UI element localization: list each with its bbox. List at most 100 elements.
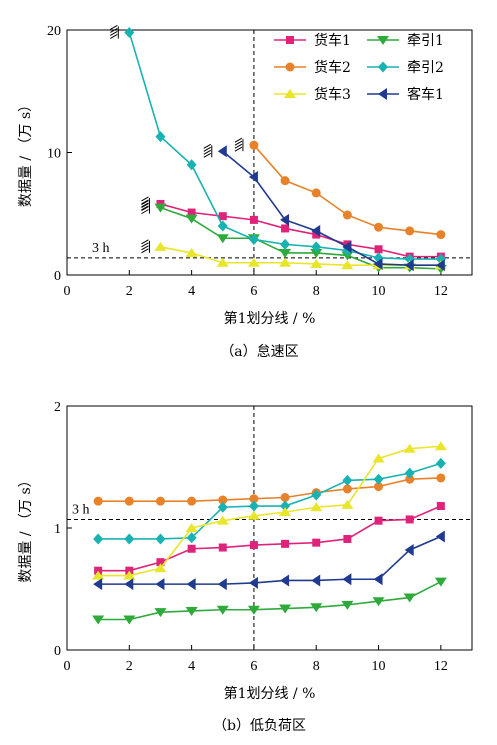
data-point — [280, 176, 290, 186]
data-point — [216, 257, 229, 267]
legend-label: 货车3 — [314, 86, 351, 103]
data-point — [92, 615, 105, 625]
series-货车2 — [93, 473, 446, 506]
data-point — [248, 576, 258, 589]
hatch-stroke — [141, 248, 149, 254]
plot-frame — [66, 405, 473, 651]
y-tick-label: 2 — [54, 400, 61, 415]
x-tick-label: 0 — [64, 659, 71, 674]
data-point — [310, 248, 323, 258]
data-point — [311, 241, 322, 253]
legend-marker — [285, 62, 295, 72]
data-point — [312, 230, 321, 239]
data-point — [93, 578, 103, 591]
truncation-mark — [141, 239, 150, 254]
data-point — [280, 493, 290, 502]
data-point — [92, 570, 105, 580]
data-point — [374, 516, 383, 525]
hatch-stroke — [141, 196, 149, 202]
data-point — [154, 241, 167, 251]
data-point — [279, 248, 292, 258]
data-point — [154, 608, 167, 618]
series-客车1 — [93, 530, 445, 591]
hatch-stroke — [141, 203, 149, 209]
hatch-stroke — [141, 199, 149, 205]
x-tick-label: 0 — [64, 284, 71, 299]
data-point — [405, 515, 414, 524]
data-point — [217, 145, 227, 158]
data-point — [216, 234, 229, 244]
data-point — [280, 500, 291, 512]
data-point — [124, 578, 134, 591]
data-point — [155, 496, 165, 506]
legend-label: 牵引2 — [407, 60, 444, 76]
data-point — [342, 210, 352, 220]
data-point — [124, 533, 135, 545]
data-point — [216, 605, 229, 615]
data-point — [372, 597, 385, 607]
truncation-mark — [141, 200, 150, 215]
data-point — [218, 543, 227, 552]
hatch-stroke — [110, 25, 118, 30]
legend-marker — [286, 36, 294, 44]
chart-a-idle-zone: 0 2 4 6 8 10 12 0 10 20 3 h 第1划分线 / % 数据量 / （万 s） （a）… — [18, 24, 473, 360]
hatch-stroke — [141, 242, 149, 248]
data-point — [155, 131, 166, 143]
data-point — [343, 534, 352, 543]
data-point — [434, 441, 447, 451]
data-point — [342, 573, 352, 586]
data-point — [374, 482, 384, 492]
data-point — [404, 259, 414, 272]
series-line — [160, 206, 441, 270]
chart-caption: （a）怠速区 — [220, 344, 298, 360]
hatch-stroke — [234, 140, 243, 146]
data-point — [374, 245, 383, 254]
hatch-stroke — [141, 202, 149, 208]
data-point — [93, 533, 104, 545]
legend-label: 货车2 — [314, 59, 351, 76]
reference-hline-label: 3 h — [72, 502, 90, 517]
y-tick-label: 10 — [47, 147, 61, 162]
data-point — [279, 257, 292, 267]
series-客车1 — [217, 145, 445, 272]
series-line — [160, 246, 441, 267]
data-point — [279, 507, 292, 517]
data-point — [154, 203, 167, 213]
x-axis-title: 第1划分线 / % — [224, 685, 316, 702]
data-point — [342, 474, 353, 486]
x-tick-label: 10 — [372, 659, 386, 674]
data-point — [216, 515, 229, 525]
data-point — [373, 573, 383, 586]
series-牵引2 — [93, 457, 446, 545]
data-point — [279, 604, 292, 614]
data-point — [249, 140, 259, 150]
y-tick-label: 0 — [54, 644, 61, 659]
legend-marker — [378, 61, 388, 73]
legend-label: 客车1 — [407, 86, 444, 103]
series-货车2 — [249, 140, 446, 240]
data-point — [123, 615, 136, 625]
data-point — [405, 226, 415, 236]
data-point — [436, 230, 446, 240]
data-point — [249, 541, 258, 550]
data-point — [312, 538, 321, 547]
hatch-stroke — [141, 200, 149, 206]
series-line — [222, 150, 441, 267]
series-line — [98, 505, 442, 572]
series-line — [98, 477, 441, 502]
hatch-stroke — [141, 206, 149, 212]
legend-marker — [377, 36, 389, 45]
hatch-stroke — [203, 152, 212, 158]
data-point — [187, 208, 196, 217]
data-point — [404, 467, 415, 479]
data-point — [280, 574, 290, 587]
hatch-stroke — [141, 205, 149, 211]
x-tick-label: 12 — [434, 659, 448, 674]
hatch-stroke — [141, 209, 149, 215]
hatch-stroke — [203, 143, 212, 149]
x-tick-label: 4 — [188, 659, 195, 674]
x-tick-label: 2 — [126, 659, 133, 674]
data-point — [403, 443, 416, 453]
hatch-stroke — [141, 239, 149, 245]
y-tick-label: 20 — [47, 24, 61, 39]
